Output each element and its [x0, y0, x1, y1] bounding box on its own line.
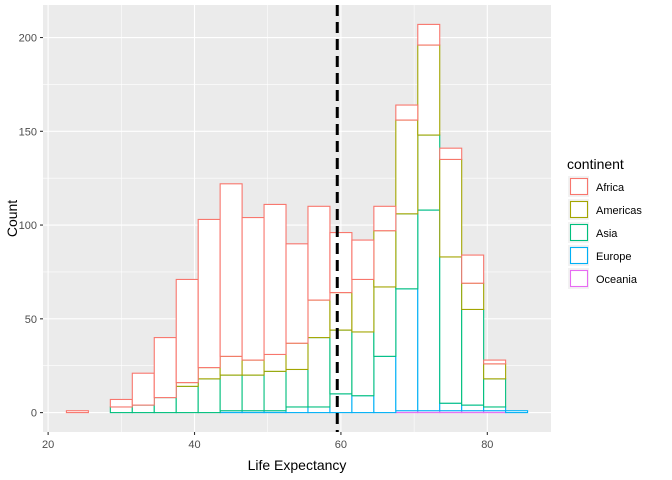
bar-europe — [505, 410, 529, 414]
bar-africa — [109, 398, 133, 408]
bar-asia — [263, 370, 287, 412]
y-axis: 0 50 100 150 200 — [19, 33, 43, 420]
bar-africa — [373, 205, 397, 232]
bar-asia — [131, 404, 155, 414]
bar-americas — [439, 158, 463, 258]
bar-europe — [483, 406, 507, 412]
bar-asia — [241, 374, 265, 412]
bar-americas — [285, 342, 309, 371]
bar-africa — [131, 372, 155, 406]
y-tick-label: 50 — [25, 314, 37, 326]
legend-key-asia — [569, 223, 589, 242]
legend-key-europe — [569, 246, 589, 265]
bar-africa — [285, 243, 309, 344]
bar-africa — [439, 147, 463, 160]
x-axis-title: Life Expectancy — [248, 457, 347, 473]
bar-asia — [219, 374, 243, 412]
bar-africa — [483, 359, 507, 365]
bar-europe — [395, 288, 419, 412]
legend-key-oceania — [569, 269, 589, 288]
bar-americas — [219, 355, 243, 376]
bar-asia — [285, 368, 309, 408]
legend-item-europe: Europe — [568, 245, 631, 266]
bar-asia — [175, 385, 199, 414]
bar-africa — [351, 239, 375, 280]
bar-africa — [197, 218, 221, 369]
bar-americas — [197, 367, 221, 380]
bar-asia — [307, 337, 331, 408]
legend-label-europe: Europe — [596, 251, 631, 263]
bar-americas — [417, 44, 441, 136]
bar-africa — [461, 254, 485, 284]
legend: continent Africa Americas Asia Europe Oceani… — [567, 156, 642, 289]
bar-americas — [483, 363, 507, 380]
bar-europe — [417, 209, 441, 412]
bar-africa — [241, 217, 265, 361]
legend-item-africa: Africa — [568, 176, 625, 197]
bar-americas — [351, 278, 375, 333]
bar-asia — [417, 134, 441, 211]
bar-africa — [153, 337, 177, 399]
bar-asia — [351, 331, 375, 397]
legend-key-africa — [569, 177, 589, 196]
x-axis: 20 40 60 80 — [42, 432, 493, 451]
bar-africa — [329, 232, 353, 294]
y-tick-label: 200 — [19, 33, 37, 45]
bar-europe — [307, 406, 331, 414]
bar-africa — [395, 104, 419, 121]
bar-asia — [153, 397, 177, 414]
x-tick-label: 20 — [42, 439, 54, 451]
bar-asia — [483, 378, 507, 408]
legend-label-americas: Americas — [596, 205, 642, 217]
bar-americas — [241, 359, 265, 376]
bar-asia — [109, 406, 133, 414]
legend-label-asia: Asia — [596, 228, 618, 240]
y-axis-title: Count — [4, 200, 20, 237]
bar-americas — [307, 299, 331, 339]
bar-americas — [373, 230, 397, 288]
legend-item-asia: Asia — [568, 222, 618, 243]
bar-europe — [373, 355, 397, 414]
bar-africa — [175, 278, 199, 384]
bar-americas — [395, 119, 419, 215]
bar-asia — [395, 213, 419, 290]
x-tick-label: 80 — [481, 439, 493, 451]
x-tick-label: 60 — [335, 439, 347, 451]
bar-americas — [461, 282, 485, 311]
bar-africa — [65, 410, 89, 414]
legend-key-americas — [569, 200, 589, 219]
bar-africa — [263, 203, 287, 356]
bar-europe — [461, 404, 485, 412]
bar-americas — [329, 292, 353, 331]
bar-africa — [417, 23, 441, 46]
bar-europe — [285, 406, 309, 414]
bar-europe — [439, 402, 463, 412]
bar-asia — [439, 256, 463, 404]
bar-europe — [351, 395, 375, 414]
bar-europe — [329, 393, 353, 414]
bar-asia — [373, 286, 397, 357]
legend-label-oceania: Oceania — [596, 274, 638, 286]
x-tick-label: 40 — [188, 439, 200, 451]
bar-asia — [329, 329, 353, 395]
bar-americas — [263, 353, 287, 372]
histogram-bars — [65, 23, 529, 414]
y-tick-label: 100 — [19, 220, 37, 232]
y-tick-label: 150 — [19, 126, 37, 138]
legend-title: continent — [567, 156, 624, 172]
bar-africa — [307, 205, 331, 301]
legend-item-americas: Americas — [568, 199, 642, 220]
y-tick-label: 0 — [31, 408, 37, 420]
bar-americas — [175, 382, 199, 387]
legend-item-oceania: Oceania — [568, 268, 638, 289]
legend-label-africa: Africa — [596, 182, 625, 194]
bar-asia — [197, 378, 221, 414]
bar-africa — [219, 183, 243, 357]
bar-asia — [461, 308, 485, 406]
